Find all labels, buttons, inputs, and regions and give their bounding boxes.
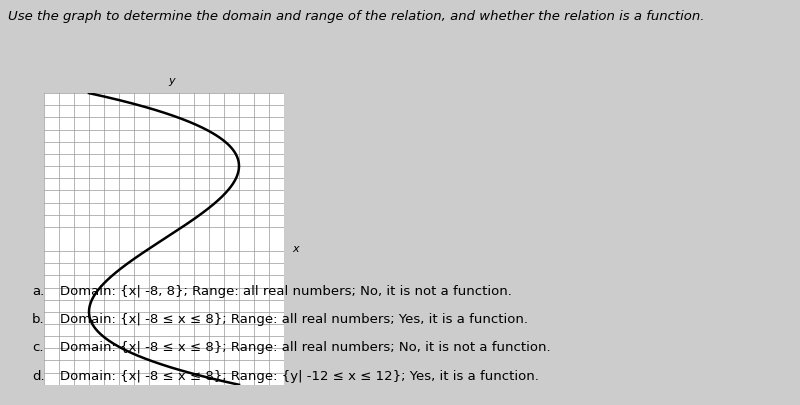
Text: b.: b. [32,313,45,326]
Text: y: y [168,76,175,86]
Text: Domain: {x| -8, 8}; Range: all real numbers; No, it is not a function.: Domain: {x| -8, 8}; Range: all real numb… [60,285,512,298]
Text: Domain: {x| -8 ≤ x ≤ 8}; Range: all real numbers; Yes, it is a function.: Domain: {x| -8 ≤ x ≤ 8}; Range: all real… [60,313,528,326]
Text: c.: c. [32,341,43,354]
Text: Domain: {x| -8 ≤ x ≤ 8}; Range: all real numbers; No, it is not a function.: Domain: {x| -8 ≤ x ≤ 8}; Range: all real… [60,341,550,354]
Text: a.: a. [32,285,44,298]
Text: Domain: {x| -8 ≤ x ≤ 8}; Range: {y| -12 ≤ x ≤ 12}; Yes, it is a function.: Domain: {x| -8 ≤ x ≤ 8}; Range: {y| -12 … [60,370,539,383]
Text: Use the graph to determine the domain and range of the relation, and whether the: Use the graph to determine the domain an… [8,10,705,23]
Text: d.: d. [32,370,45,383]
Text: x: x [293,244,299,254]
